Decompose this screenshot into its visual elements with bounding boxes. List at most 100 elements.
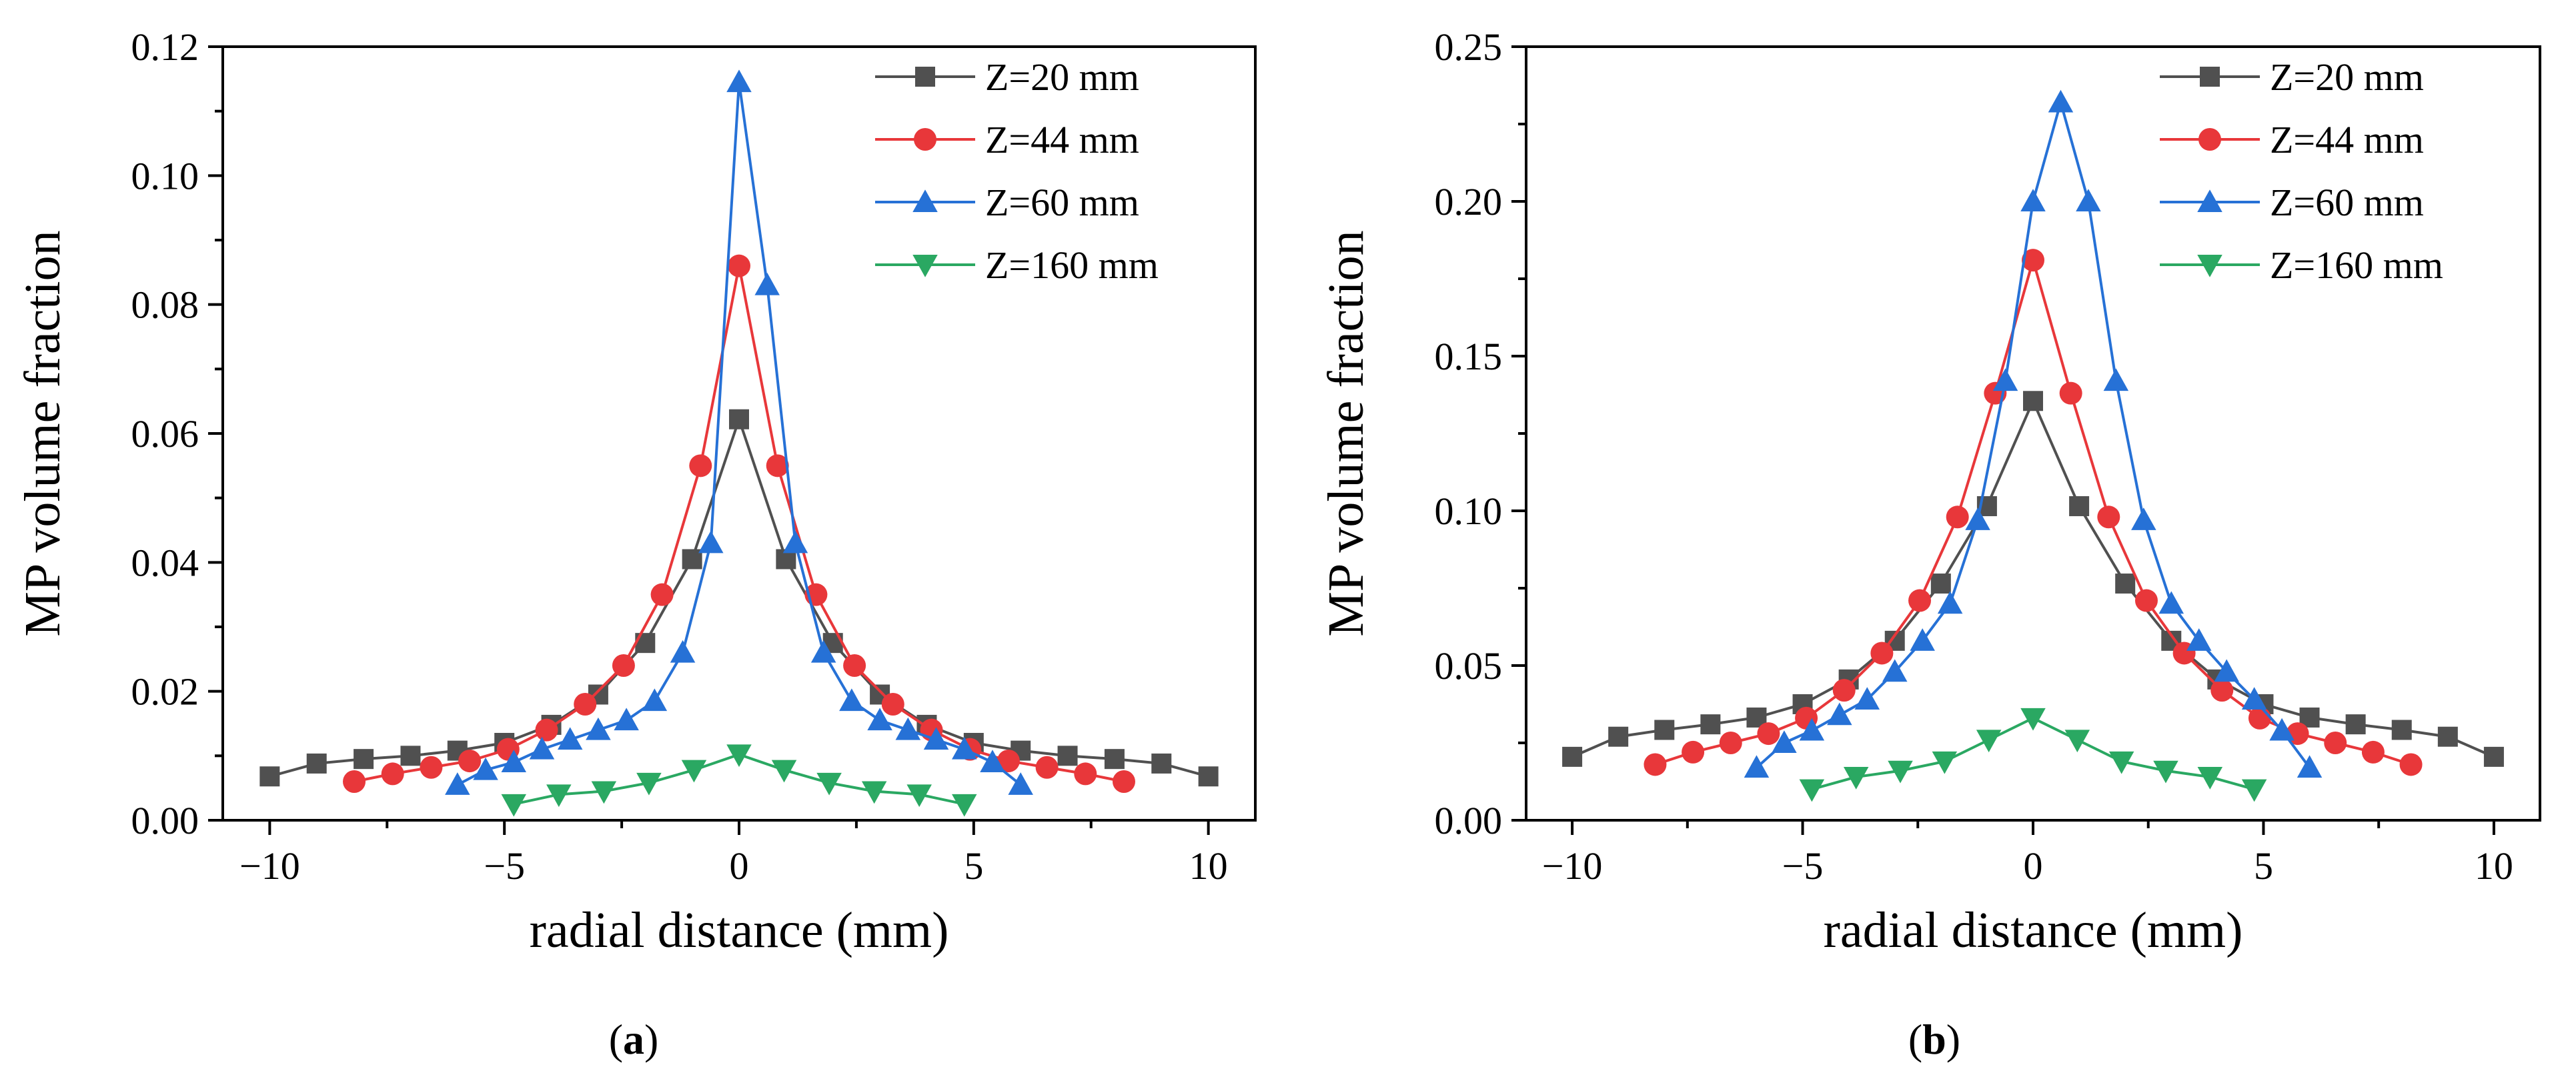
data-point <box>1757 722 1780 746</box>
data-point <box>642 688 668 712</box>
data-point <box>1057 746 1078 766</box>
data-point <box>1910 628 1935 651</box>
series-z-60-mm <box>1744 89 2323 778</box>
panel-b: −10 −5 0 5 10 0.00 0.05 0.10 0.15 0.20 0.25 radial … <box>1318 25 2541 1063</box>
data-point <box>1198 766 1219 787</box>
series-line <box>354 265 1125 783</box>
series-line <box>456 81 1022 786</box>
x-tick-label: 0 <box>730 844 749 888</box>
data-point <box>1992 368 2018 391</box>
data-point <box>2023 391 2043 411</box>
legend-item: Z=20 mm <box>875 55 1139 99</box>
data-point <box>473 757 498 780</box>
legend-label: Z=160 mm <box>2270 243 2443 287</box>
data-point <box>1932 751 1958 774</box>
data-point <box>1854 687 1880 710</box>
x-tick-label: −10 <box>239 844 300 888</box>
data-point <box>698 530 724 554</box>
legend-item: Z=44 mm <box>2160 118 2424 161</box>
data-point <box>1608 726 1629 747</box>
series-line <box>269 415 1209 778</box>
data-point <box>2269 718 2295 741</box>
data-point <box>458 750 482 773</box>
data-point <box>681 760 707 783</box>
data-point <box>1799 779 1825 802</box>
data-point <box>574 693 597 716</box>
series-z-160-mm <box>501 744 977 817</box>
data-point <box>650 583 674 606</box>
y-tick-label: 0.10 <box>131 154 199 197</box>
y-tick-label: 0.06 <box>131 412 199 455</box>
data-point <box>381 762 404 786</box>
data-point <box>1937 591 1963 614</box>
legend-item: Z=160 mm <box>875 243 1159 287</box>
data-point <box>591 781 617 804</box>
data-point <box>614 708 639 731</box>
series-z-44-mm <box>1644 249 2423 776</box>
series-z-160-mm <box>1799 708 2267 802</box>
y-tick-label: 0.12 <box>131 25 199 69</box>
data-point <box>420 756 443 779</box>
data-point <box>2020 189 2046 211</box>
data-point <box>728 254 750 277</box>
x-tick-label: 0 <box>2024 844 2043 888</box>
data-point <box>1772 730 1797 753</box>
data-point <box>1882 659 1908 682</box>
data-point <box>2437 726 2458 747</box>
legend-marker <box>2200 67 2220 87</box>
panel-label: (b) <box>1908 1016 1960 1063</box>
data-point <box>895 717 921 740</box>
x-tick-label: −5 <box>1782 844 1824 888</box>
data-point <box>1035 756 1059 779</box>
data-point <box>771 760 797 783</box>
data-point <box>861 781 887 804</box>
data-point <box>1719 732 1742 754</box>
y-axis-title: MP volume fraction <box>15 230 71 636</box>
data-point <box>1644 753 1667 776</box>
y-tick-label: 0.10 <box>1435 489 1503 533</box>
data-point <box>754 272 780 295</box>
data-point <box>689 454 712 477</box>
data-point <box>729 409 749 429</box>
data-point <box>2158 591 2184 614</box>
legend-label: Z=160 mm <box>985 243 1159 287</box>
data-point <box>951 736 977 760</box>
legend: Z=20 mm Z=44 mm Z=60 mm Z=160 mm <box>875 55 1159 287</box>
data-point <box>1074 762 1097 786</box>
data-point <box>2197 767 2223 790</box>
data-point <box>726 744 752 768</box>
data-point <box>2115 574 2136 594</box>
data-point <box>354 749 374 770</box>
legend-label: Z=44 mm <box>2270 118 2424 161</box>
legend-marker <box>2198 128 2221 151</box>
x-tick-label: 5 <box>964 844 983 888</box>
data-point <box>2134 589 2158 612</box>
legend-item: Z=20 mm <box>2160 55 2424 99</box>
legend-marker <box>915 67 935 87</box>
x-tick-label: 10 <box>2475 844 2513 888</box>
x-tick-label: 5 <box>2254 844 2273 888</box>
x-tick-label: −10 <box>1542 844 1603 888</box>
legend-marker <box>2197 189 2222 212</box>
data-point <box>2097 505 2120 529</box>
data-point <box>782 530 808 554</box>
legend-marker <box>914 128 936 151</box>
data-point <box>1827 702 1852 726</box>
data-point <box>586 717 611 740</box>
legend-label: Z=60 mm <box>985 181 1139 224</box>
data-point <box>2186 628 2212 651</box>
data-point <box>535 718 558 742</box>
data-point <box>343 770 366 793</box>
data-point <box>1654 720 1675 740</box>
legend-item: Z=60 mm <box>875 181 1139 224</box>
series-line <box>1571 397 2495 758</box>
panel-a: −10 −5 0 5 10 0.00 0.02 0.04 0.06 0.08 0.10 0.12 rad… <box>15 25 1257 1063</box>
y-tick-label: 0.02 <box>131 670 199 714</box>
data-point <box>2153 760 2178 784</box>
x-axis-title: radial distance (mm) <box>1824 902 2243 958</box>
data-point <box>612 654 635 677</box>
data-point <box>839 688 864 712</box>
data-point <box>906 784 932 808</box>
data-point <box>2020 708 2046 731</box>
